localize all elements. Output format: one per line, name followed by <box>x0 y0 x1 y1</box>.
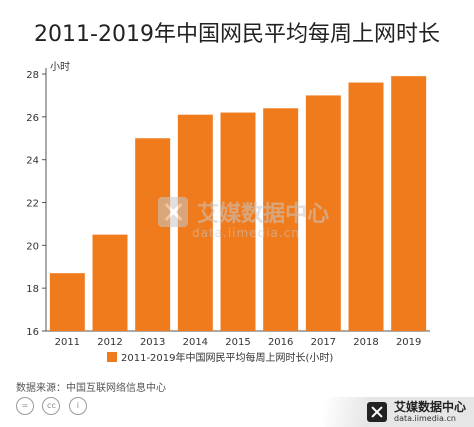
brand: 艾媒数据中心 data.iimedia.cn <box>366 400 466 423</box>
watermark-url: data.iimedia.cn <box>192 226 300 240</box>
bar <box>92 234 128 331</box>
x-tick-label: 2018 <box>353 337 378 348</box>
attribution-icon: i <box>68 397 87 415</box>
cc-icon: = <box>16 397 34 415</box>
legend-swatch <box>107 352 117 362</box>
watermark: 艾媒数据中心 data.iimedia.cn <box>158 196 329 240</box>
watermark-logo-icon <box>158 197 188 227</box>
y-tick-label: 24 <box>26 156 39 167</box>
y-tick-label: 26 <box>26 113 39 124</box>
y-tick-label: 22 <box>26 199 39 210</box>
bar <box>263 108 299 332</box>
x-tick-label: 2014 <box>183 337 208 348</box>
y-unit-label: 小时 <box>50 61 70 73</box>
bar <box>305 95 341 332</box>
x-tick-label: 2011 <box>55 337 80 348</box>
cc-by-icon: cc <box>42 397 61 415</box>
bar <box>49 273 85 331</box>
y-tick-label: 18 <box>26 284 39 295</box>
brand-logo-icon <box>366 402 387 422</box>
brand-url: data.iimedia.cn <box>393 414 456 423</box>
chart-title: 2011-2019年中国网民平均每周上网时长 <box>34 22 440 47</box>
brand-name: 艾媒数据中心 <box>393 400 466 414</box>
legend-label: 2011-2019年中国网民平均每周上网时长(小时) <box>121 351 333 364</box>
x-tick-label: 2013 <box>140 337 165 348</box>
source-text: 数据来源：中国互联网络信息中心 <box>16 383 166 394</box>
x-tick-label: 2016 <box>268 337 293 348</box>
y-tick-label: 28 <box>26 70 39 81</box>
x-tick-label: 2012 <box>97 337 122 348</box>
x-tick-label: 2019 <box>396 337 421 348</box>
footer-band <box>324 397 474 427</box>
x-tick-label: 2017 <box>311 337 336 348</box>
y-tick-label: 20 <box>26 241 39 252</box>
bar <box>391 76 427 332</box>
bar <box>220 112 256 331</box>
bar <box>348 82 384 331</box>
x-tick-label: 2015 <box>225 337 250 348</box>
bar <box>135 138 171 331</box>
watermark-name: 艾媒数据中心 <box>197 202 330 227</box>
license-icons: = cc i <box>16 397 91 415</box>
y-tick-label: 16 <box>26 327 39 338</box>
